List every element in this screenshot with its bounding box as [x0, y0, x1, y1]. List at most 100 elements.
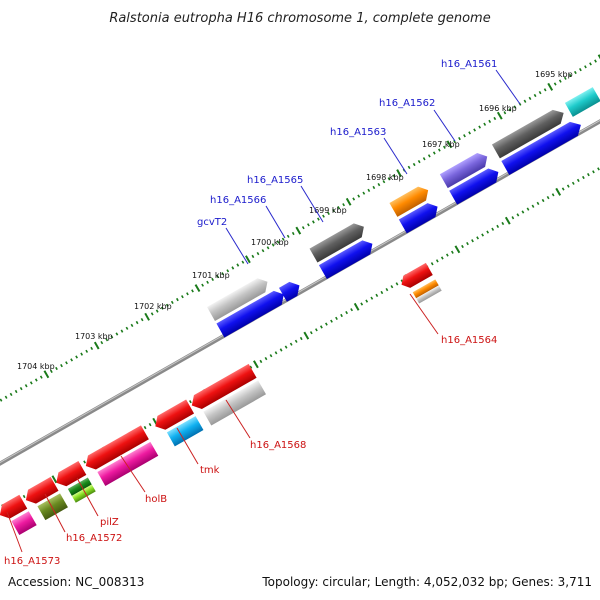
tick-mark — [582, 175, 585, 180]
gene-label[interactable]: gcvT2 — [197, 217, 227, 228]
gene-label[interactable]: h16_A1573 — [4, 556, 60, 567]
tick-mark — [340, 313, 343, 318]
gene-arrow-blue-5[interactable] — [278, 278, 303, 302]
tick-mark — [432, 151, 436, 155]
gene-arrow-red-5[interactable] — [22, 476, 59, 507]
tick-mark — [115, 332, 119, 336]
gene-arrow-blue-6[interactable] — [216, 287, 287, 338]
gene-label[interactable]: h16_A1566 — [210, 195, 266, 206]
tick-mark — [315, 328, 318, 332]
tick-label: 1696 kbp — [479, 104, 517, 113]
tick-mark — [553, 82, 557, 86]
tick-mark — [437, 148, 441, 152]
tick-mark — [249, 365, 253, 369]
gene-arrow-h16_A1562[interactable] — [491, 106, 568, 159]
tick-mark — [531, 204, 535, 208]
gene-box-pilZ-a[interactable] — [67, 477, 92, 496]
gene-label[interactable]: h16_A1572 — [66, 533, 122, 544]
gene-label[interactable]: h16_A1565 — [247, 175, 303, 186]
tick-mark — [504, 216, 511, 225]
gene-label[interactable]: tmk — [200, 465, 220, 476]
gene-arrow-h16_A1566[interactable] — [309, 220, 368, 263]
gene-box-h16_A1572[interactable] — [37, 493, 68, 521]
gene-arrow-blue-1[interactable] — [501, 118, 584, 175]
gene-arrow-holB[interactable] — [82, 425, 149, 473]
tick-mark — [440, 256, 444, 260]
tick-mark — [365, 299, 369, 303]
leader-line — [76, 477, 99, 517]
gene-arrow-blue-2[interactable] — [449, 165, 502, 205]
gene-arrow-h16_A1565-orange[interactable] — [389, 183, 432, 217]
tick-mark — [241, 260, 245, 264]
tick-mark — [181, 295, 184, 299]
gene-arrow-red-2[interactable] — [151, 399, 195, 434]
tick-mark — [407, 165, 411, 169]
leader-line — [44, 493, 66, 533]
tick-mark — [176, 297, 179, 302]
gene-label[interactable]: h16_A1564 — [441, 335, 497, 346]
gene-arrow-red-4[interactable] — [52, 460, 87, 490]
tick-mark — [256, 251, 260, 256]
tick-mark — [322, 214, 325, 218]
gene-arrow-h16_A1564[interactable] — [398, 262, 433, 291]
tick-mark — [327, 211, 330, 215]
tick-mark — [496, 224, 500, 229]
gene-label[interactable]: holB — [145, 494, 167, 505]
tick-mark — [380, 290, 384, 295]
gene-box-h16_A1573[interactable] — [11, 511, 37, 536]
tick-label: 1695 kbp — [535, 70, 573, 79]
tick-mark — [19, 386, 23, 391]
tick-mark — [55, 366, 58, 371]
tick-mark — [125, 326, 129, 330]
tick-mark — [592, 170, 595, 174]
tick-mark — [226, 269, 230, 273]
tick-mark — [14, 389, 18, 394]
gene-arrow-h16_A1568[interactable] — [188, 363, 257, 413]
tick-mark — [360, 302, 364, 306]
tick-mark — [317, 217, 320, 221]
gene-box-pilZ-b[interactable] — [71, 484, 96, 503]
tick-mark — [422, 157, 426, 161]
tick-label: 1702 kbp — [134, 302, 172, 311]
gene-label[interactable]: h16_A1563 — [330, 127, 386, 138]
tick-mark — [427, 154, 431, 158]
tick-mark — [100, 341, 104, 345]
tick-mark — [231, 266, 235, 270]
tick-mark — [493, 116, 497, 121]
tick-mark — [396, 169, 402, 178]
gene-box-light-small[interactable] — [416, 285, 442, 304]
gene-label[interactable]: pilZ — [100, 517, 119, 528]
tick-mark — [281, 237, 285, 241]
tick-mark — [350, 308, 353, 312]
leader-line — [225, 227, 249, 265]
tick-mark — [471, 239, 474, 243]
gene-box-orange-small[interactable] — [412, 279, 439, 299]
tick-mark — [579, 68, 582, 72]
tick-mark — [286, 234, 290, 238]
tick-mark — [24, 384, 28, 388]
tick-mark — [330, 319, 333, 323]
tick-label: 1697 kbp — [422, 140, 460, 149]
gene-track — [0, 87, 600, 536]
gene-box-light[interactable] — [203, 380, 267, 426]
tick-mark — [120, 329, 124, 333]
tick-mark — [521, 210, 525, 214]
gene-label[interactable]: h16_A1568 — [250, 440, 306, 451]
gene-box-tmk[interactable] — [166, 416, 204, 447]
gene-label[interactable]: h16_A1562 — [379, 98, 435, 109]
gene-arrow-blue-4[interactable] — [318, 237, 376, 279]
gene-arrow-blue-3[interactable] — [398, 200, 442, 234]
gene-box-pink[interactable] — [97, 441, 159, 486]
gene-label[interactable]: h16_A1561 — [441, 59, 497, 70]
tick-mark — [587, 173, 590, 177]
leader-line — [409, 293, 439, 335]
tick-mark — [353, 302, 360, 311]
gene-arrow-h16_A1561[interactable] — [564, 87, 600, 117]
tick-mark — [541, 198, 545, 203]
forward-gene-labels: h16_A1561 h16_A1562 h16_A1563 h16_A1565 … — [197, 59, 497, 228]
tick-mark — [375, 293, 379, 297]
gene-arrow-h16_A1563[interactable] — [439, 149, 491, 189]
tick-mark — [245, 255, 251, 264]
gene-arrow-gcvT2[interactable] — [207, 275, 271, 321]
